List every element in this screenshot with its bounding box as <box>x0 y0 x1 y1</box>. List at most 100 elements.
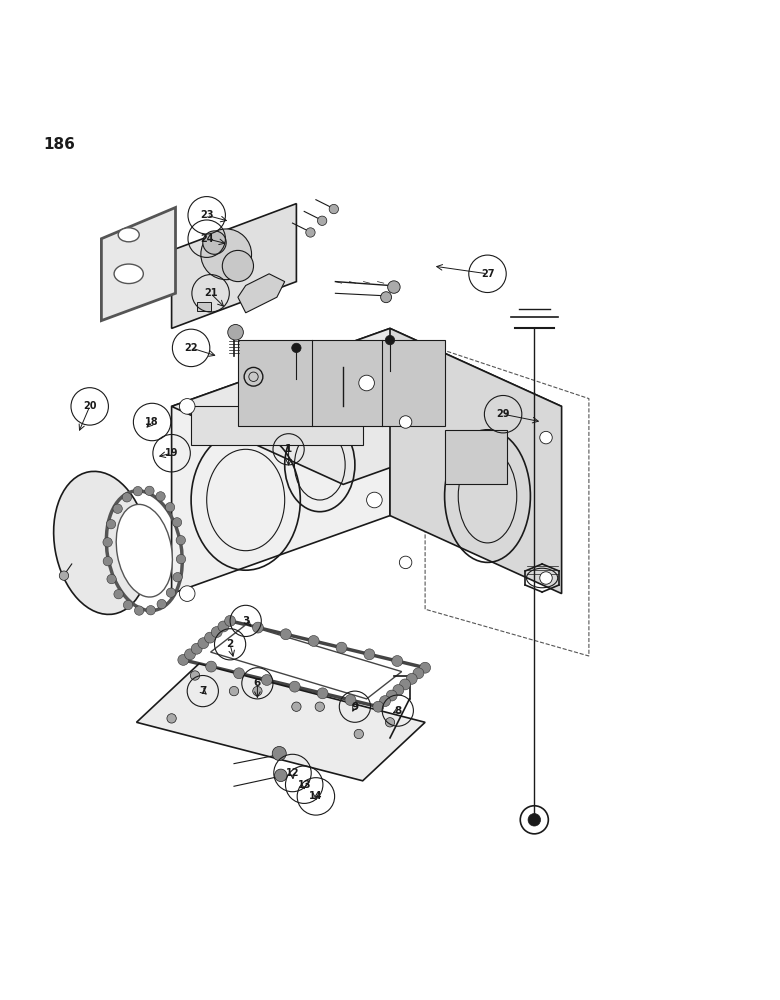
Circle shape <box>179 399 195 414</box>
Circle shape <box>345 695 356 705</box>
Circle shape <box>229 686 239 696</box>
Circle shape <box>172 518 182 527</box>
Text: 20: 20 <box>83 401 97 411</box>
Circle shape <box>317 216 327 225</box>
Circle shape <box>191 643 202 654</box>
Circle shape <box>225 615 236 626</box>
Circle shape <box>381 292 392 303</box>
Circle shape <box>122 493 132 502</box>
Circle shape <box>399 416 412 428</box>
Circle shape <box>173 573 183 582</box>
Circle shape <box>167 714 176 723</box>
Ellipse shape <box>222 250 254 282</box>
Circle shape <box>528 814 541 826</box>
Circle shape <box>211 627 222 638</box>
Circle shape <box>373 701 384 712</box>
FancyBboxPatch shape <box>238 340 445 426</box>
Circle shape <box>317 688 328 699</box>
Text: 23: 23 <box>200 210 214 220</box>
Circle shape <box>113 504 122 513</box>
Circle shape <box>367 492 382 508</box>
Text: 22: 22 <box>184 343 198 353</box>
Circle shape <box>145 486 154 496</box>
Circle shape <box>413 668 424 679</box>
Circle shape <box>156 492 165 501</box>
Circle shape <box>336 642 347 653</box>
Circle shape <box>385 718 395 727</box>
Ellipse shape <box>203 231 226 254</box>
Text: 1: 1 <box>285 444 292 454</box>
Text: 186: 186 <box>43 137 75 152</box>
Circle shape <box>206 661 217 672</box>
Circle shape <box>354 729 363 739</box>
Text: 6: 6 <box>254 678 261 688</box>
Circle shape <box>59 571 69 580</box>
Circle shape <box>308 635 319 646</box>
Circle shape <box>540 431 552 444</box>
Polygon shape <box>136 664 425 781</box>
Circle shape <box>315 702 324 711</box>
Circle shape <box>103 538 112 547</box>
Text: 21: 21 <box>204 288 218 298</box>
Text: 12: 12 <box>285 768 300 778</box>
Circle shape <box>386 690 397 701</box>
Ellipse shape <box>119 228 140 242</box>
Circle shape <box>292 702 301 711</box>
Text: 18: 18 <box>145 417 159 427</box>
Circle shape <box>179 586 195 601</box>
Circle shape <box>165 503 175 512</box>
Polygon shape <box>172 328 390 594</box>
Circle shape <box>280 629 291 640</box>
Circle shape <box>261 674 272 685</box>
Circle shape <box>176 554 186 564</box>
Circle shape <box>420 662 431 673</box>
Circle shape <box>385 335 395 345</box>
Circle shape <box>190 671 200 680</box>
Circle shape <box>166 588 176 597</box>
Ellipse shape <box>201 229 251 280</box>
Circle shape <box>123 600 133 610</box>
Circle shape <box>106 520 115 529</box>
Text: 13: 13 <box>297 780 311 790</box>
Circle shape <box>204 632 215 643</box>
Circle shape <box>157 599 166 609</box>
Circle shape <box>176 536 186 545</box>
Text: 7: 7 <box>199 686 207 696</box>
Circle shape <box>393 685 404 695</box>
Text: 27: 27 <box>480 269 495 279</box>
Circle shape <box>133 486 143 496</box>
Circle shape <box>114 590 123 599</box>
Circle shape <box>359 375 374 391</box>
Circle shape <box>540 572 552 584</box>
Circle shape <box>364 649 375 660</box>
Text: 14: 14 <box>309 791 323 801</box>
Text: 24: 24 <box>200 234 214 244</box>
Circle shape <box>275 769 287 782</box>
Polygon shape <box>390 328 562 594</box>
Circle shape <box>289 681 300 692</box>
Circle shape <box>107 574 116 584</box>
Circle shape <box>306 228 315 237</box>
Circle shape <box>228 325 243 340</box>
Ellipse shape <box>114 264 144 284</box>
Circle shape <box>388 281 400 293</box>
Ellipse shape <box>54 471 149 614</box>
Polygon shape <box>101 208 176 321</box>
Circle shape <box>103 557 112 566</box>
Circle shape <box>134 606 144 615</box>
Text: 19: 19 <box>165 448 179 458</box>
Text: 29: 29 <box>496 409 510 419</box>
Text: 2: 2 <box>226 639 234 649</box>
Text: 3: 3 <box>242 616 250 626</box>
Polygon shape <box>238 274 285 313</box>
Ellipse shape <box>116 504 172 597</box>
Circle shape <box>253 686 262 696</box>
Text: 9: 9 <box>351 702 359 712</box>
Circle shape <box>292 343 301 353</box>
FancyBboxPatch shape <box>445 430 507 484</box>
FancyBboxPatch shape <box>191 406 363 445</box>
Circle shape <box>272 746 286 761</box>
Circle shape <box>399 679 410 690</box>
Circle shape <box>380 696 391 707</box>
Circle shape <box>406 673 417 684</box>
